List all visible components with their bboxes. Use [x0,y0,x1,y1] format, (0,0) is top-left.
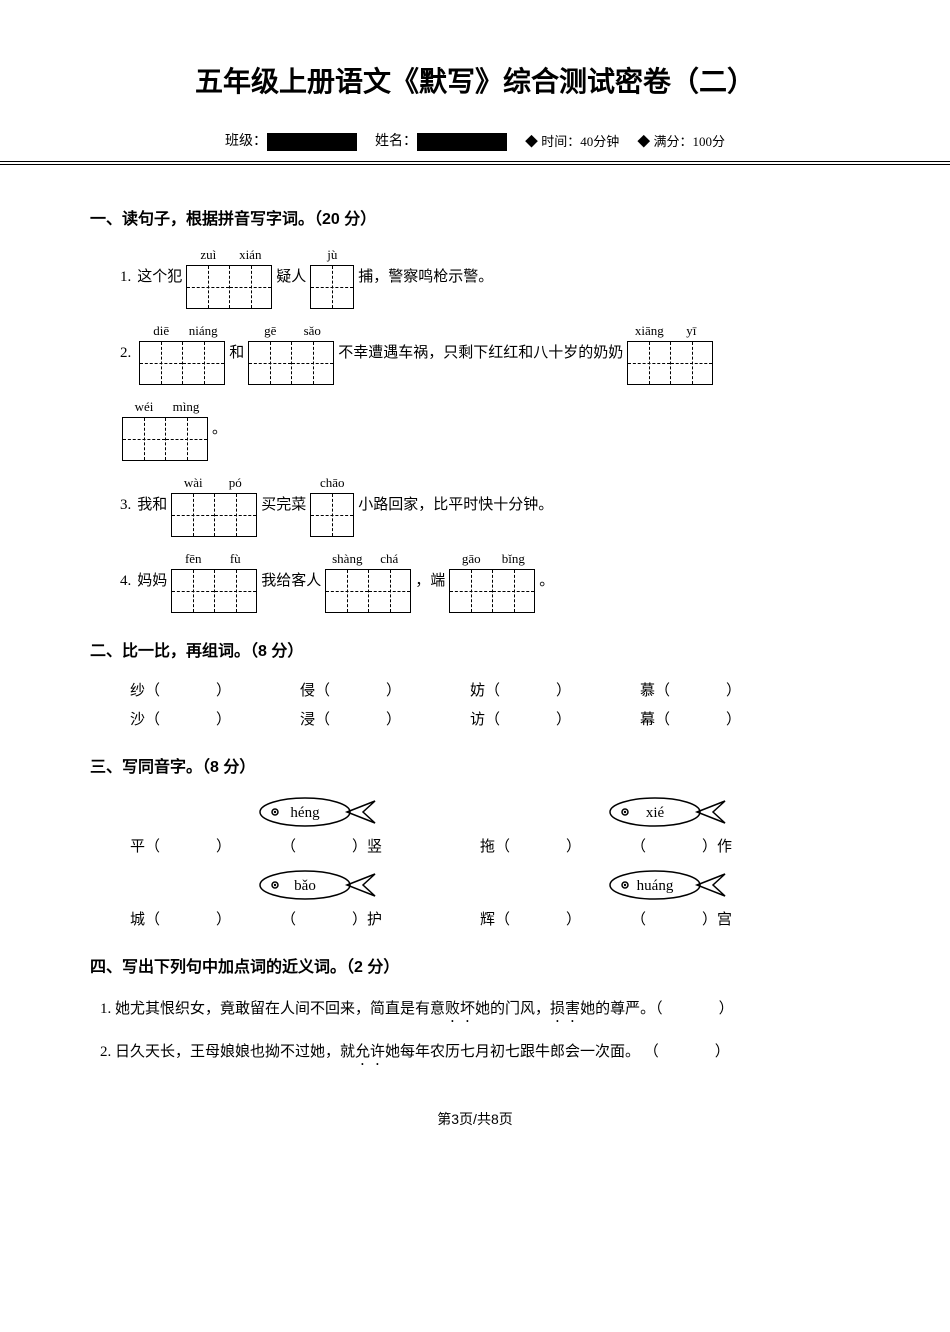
fish-word[interactable]: 辉（） [480,908,581,929]
fish-word[interactable]: （）作 [631,835,732,856]
pair-cell[interactable]: 纱（） [130,679,300,700]
class-label: 班级： [225,132,267,148]
s1-q4: 4. 妈妈 fēnfù 我给客人 shàngchá ，端 gāobǐng 。 [120,551,860,613]
text: 。 [212,416,227,443]
fish-word[interactable]: 城（） [130,908,231,929]
text: 我和 [137,492,167,519]
text: 。 [539,568,554,595]
full-info: ◆ 满分：100分 [637,131,725,150]
name-redact [417,133,507,151]
time-info: ◆ 时间：40分钟 [525,131,619,150]
pair-cell[interactable]: 沙（） [130,708,300,729]
fish-icon: xié [510,795,830,829]
pair-cell[interactable]: 妨（） [470,679,640,700]
text: 她尤其恨织女，竟敢留在人间不回来，简直是有意 [115,1001,445,1017]
pinyin-box[interactable]: fēnfù [171,551,257,613]
name-label: 姓名： [375,132,417,148]
text: 她的门风， [475,1001,550,1017]
s2-grid: 纱（） 侵（） 妨（） 慕（） 沙（） 浸（） 访（） 幕（） [130,679,860,729]
pinyin-box[interactable]: xiāngyī [627,323,713,385]
fish-word[interactable]: （）竖 [281,835,382,856]
s4-q1: 1. 她尤其恨织女，竟敢留在人间不回来，简直是有意败坏她的门风，损害她的尊严。（… [100,995,860,1026]
q-num: 4. [120,573,131,590]
pair-cell[interactable]: 侵（） [300,679,470,700]
info-row: 班级： 姓名： ◆ 时间：40分钟 ◆ 满分：100分 [90,130,860,151]
q-num: 1. [120,269,131,286]
s4-title: 四、写出下列句中加点词的近义词。（2 分） [90,953,860,977]
q-num: 1. [100,1001,111,1017]
dotted-word: 损害 [550,1001,580,1017]
divider [0,161,950,165]
pinyin-box[interactable]: gēsǎo [248,323,334,385]
text: 不幸遭遇车祸，只剩下红红和八十岁的奶奶 [338,340,623,367]
pinyin-box[interactable]: shàngchá [325,551,411,613]
svg-text:huáng: huáng [637,878,674,894]
pinyin-box[interactable]: wéimìng [122,399,208,461]
pair-cell[interactable]: 幕（） [640,708,810,729]
fish-icon: bǎo [160,868,480,902]
fish-word[interactable]: 平（） [130,835,231,856]
pair-cell[interactable]: 访（） [470,708,640,729]
text: 这个犯 [137,264,182,291]
page-footer: 第3页/共8页 [90,1109,860,1129]
svg-text:xié: xié [646,805,665,821]
class-redact [267,133,357,151]
pinyin-box[interactable]: chāo [310,475,354,537]
s1-q2: 2. diēniáng 和 gēsǎo 不幸遭遇车祸，只剩下红红和八十岁的奶奶 … [120,323,860,385]
pinyin-box[interactable]: wàipó [171,475,257,537]
text: 疑人 [276,264,306,291]
pair-cell[interactable]: 浸（） [300,708,470,729]
fish-group: xié 拖（） （）作 [480,795,830,856]
fish-group: huáng 辉（） （）宫 [480,868,830,929]
text: 我给客人 [261,568,321,595]
text: 和 [229,340,244,367]
s1-q3: 3. 我和 wàipó 买完菜 chāo 小路回家，比平时快十分钟。 [120,475,860,537]
dotted-word: 允许 [355,1044,385,1060]
text: ） [719,1001,734,1017]
pair-row: 纱（） 侵（） 妨（） 慕（） [130,679,860,700]
pinyin-box[interactable]: zuìxián [186,247,272,309]
s1-q1: 1. 这个犯 zuìxián 疑人 jù 捕，警察鸣枪示警。 [120,247,860,309]
fish-word[interactable]: （）护 [281,908,382,929]
fish-group: bǎo 城（） （）护 [130,868,480,929]
pair-cell[interactable]: 慕（） [640,679,810,700]
s1-q2b: wéimìng 。 [120,399,860,461]
s1-title: 一、读句子，根据拼音写字词。（20 分） [90,205,860,229]
s3-title: 三、写同音字。（8 分） [90,753,860,777]
fish-group: héng 平（） （）竖 [130,795,480,856]
svg-text:bǎo: bǎo [294,878,316,894]
q-num: 3. [120,497,131,514]
s3-content: héng 平（） （）竖 xié 拖（） （）作 bǎo 城（） （）护 [130,795,860,929]
text: ，端 [415,568,445,595]
text: ） [715,1044,730,1060]
pair-row: 沙（） 浸（） 访（） 幕（） [130,708,860,729]
exam-title: 五年级上册语文《默写》综合测试密卷（二） [90,60,860,100]
text: 她的尊严。（ [580,1001,663,1017]
svg-text:héng: héng [290,805,320,821]
text: 她每年农历七月初七跟牛郎会一次面。 （ [385,1044,659,1060]
fish-word[interactable]: 拖（） [480,835,581,856]
text: 日久天长，王母娘娘也拗不过她，就 [115,1044,355,1060]
s4-q2: 2. 日久天长，王母娘娘也拗不过她，就允许她每年农历七月初七跟牛郎会一次面。 （… [100,1038,860,1069]
fish-icon: héng [160,795,480,829]
text: 捕，警察鸣枪示警。 [358,264,493,291]
pinyin-box[interactable]: jù [310,247,354,309]
pinyin-box[interactable]: diēniáng [139,323,225,385]
s2-title: 二、比一比，再组词。（8 分） [90,637,860,661]
text: 妈妈 [137,568,167,595]
pinyin-box[interactable]: gāobǐng [449,551,535,613]
q-num: 2. [100,1044,111,1060]
fish-word[interactable]: （）宫 [631,908,732,929]
dotted-word: 败坏 [445,1001,475,1017]
text: 小路回家，比平时快十分钟。 [358,492,553,519]
fish-icon: huáng [510,868,830,902]
text: 买完菜 [261,492,306,519]
q-num: 2. [120,345,131,362]
